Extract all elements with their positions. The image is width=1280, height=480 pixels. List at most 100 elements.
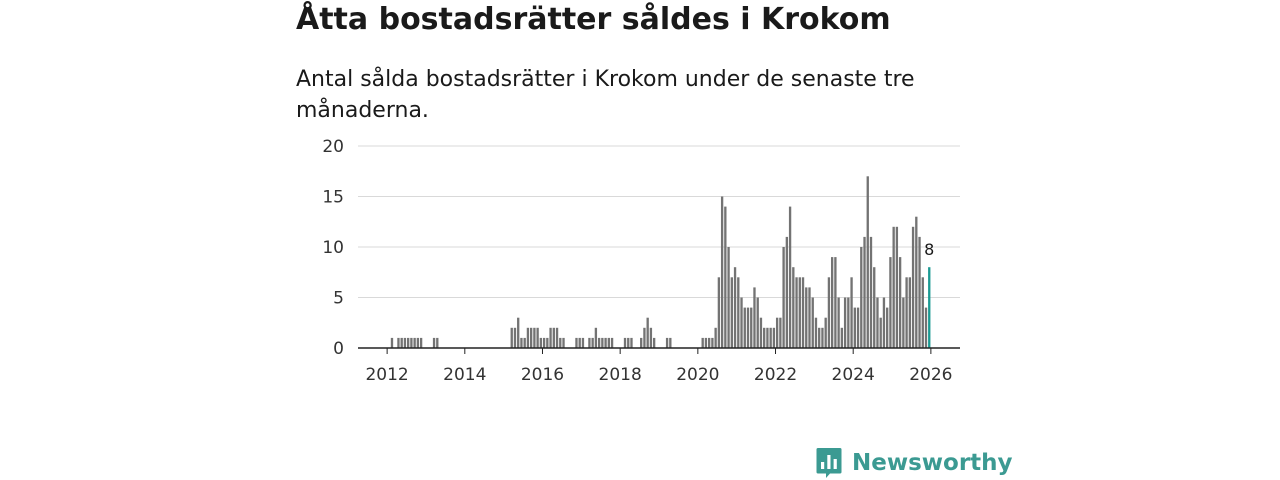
bar [562, 337, 565, 348]
bar [769, 327, 772, 348]
x-tick-label: 2024 [832, 365, 875, 385]
bar [649, 327, 653, 348]
bar [860, 247, 863, 348]
bar [410, 337, 413, 348]
x-tick-label: 2016 [521, 365, 564, 385]
bar [413, 337, 416, 348]
bar [876, 297, 879, 348]
bar [892, 226, 895, 348]
bar [759, 317, 763, 348]
newsworthy-brand[interactable]: Newsworthy [816, 446, 1013, 480]
bar [623, 337, 627, 348]
chart-subtitle: Antal sålda bostadsrätter i Krokom under… [296, 67, 915, 123]
bar [866, 176, 869, 348]
bar [746, 307, 750, 348]
bar [772, 327, 776, 348]
bar [669, 337, 672, 348]
y-tick-label: 20 [322, 137, 344, 157]
bar [889, 257, 892, 348]
bar [850, 277, 853, 348]
bar [539, 337, 543, 348]
bar [711, 337, 714, 348]
bar [665, 337, 669, 348]
bar [798, 277, 801, 348]
bar [824, 317, 827, 348]
bar [837, 297, 840, 348]
highlight-value-label: 8 [924, 240, 934, 259]
bar [407, 337, 410, 348]
bar [895, 226, 899, 348]
bar [882, 297, 886, 348]
bar [908, 277, 911, 348]
bar [536, 327, 539, 348]
bar [436, 337, 439, 348]
bar [869, 236, 873, 348]
brand-name: Newsworthy [852, 450, 1013, 476]
y-tick-label: 10 [322, 238, 344, 258]
bar [403, 337, 407, 348]
highlight-bar [928, 267, 931, 348]
bar [701, 337, 704, 348]
bar [555, 327, 559, 348]
x-tick-label: 2026 [909, 365, 952, 385]
x-tick-label: 2014 [443, 365, 486, 385]
bar [886, 307, 889, 348]
bar [646, 317, 649, 348]
bar [717, 277, 721, 348]
bar [419, 337, 423, 348]
bar [610, 337, 614, 348]
bar [863, 236, 866, 348]
bar [604, 337, 607, 348]
bar [775, 317, 779, 348]
bar [785, 236, 789, 348]
bar [627, 337, 630, 348]
bar [827, 277, 831, 348]
bar [724, 206, 727, 348]
bar [397, 337, 400, 348]
bar [879, 317, 882, 348]
bar [750, 307, 753, 348]
bar [730, 277, 733, 348]
bar [581, 337, 585, 348]
bar [523, 337, 526, 348]
bar [640, 337, 643, 348]
bar [905, 277, 908, 348]
newsworthy-logo-icon [816, 448, 842, 478]
bar [808, 287, 811, 348]
bar [533, 327, 536, 348]
bar [704, 337, 708, 348]
bar [733, 267, 737, 348]
y-tick-label: 0 [333, 339, 344, 359]
x-tick-label: 2020 [676, 365, 719, 385]
bar [597, 337, 601, 348]
bar [918, 236, 921, 348]
bar [924, 307, 928, 348]
bar [915, 216, 918, 348]
bar [898, 257, 902, 348]
bar [911, 226, 915, 348]
bar [818, 327, 821, 348]
bar [902, 297, 905, 348]
chart-title: Åtta bostadsrätter såldes i Krokom [296, 2, 891, 37]
bar [575, 337, 578, 348]
bar [847, 297, 850, 348]
bar [737, 277, 740, 348]
bar [578, 337, 581, 348]
bar [630, 337, 633, 348]
bar [814, 317, 818, 348]
bar [526, 327, 530, 348]
bar [601, 337, 604, 348]
bar [588, 337, 591, 348]
bar [400, 337, 403, 348]
bar [753, 287, 756, 348]
bar [873, 267, 876, 348]
bar [559, 337, 562, 348]
bar [542, 337, 546, 348]
bar [830, 257, 834, 348]
bar [513, 327, 517, 348]
bar [853, 307, 856, 348]
bar [795, 277, 798, 348]
bar [643, 327, 646, 348]
bar [549, 327, 552, 348]
